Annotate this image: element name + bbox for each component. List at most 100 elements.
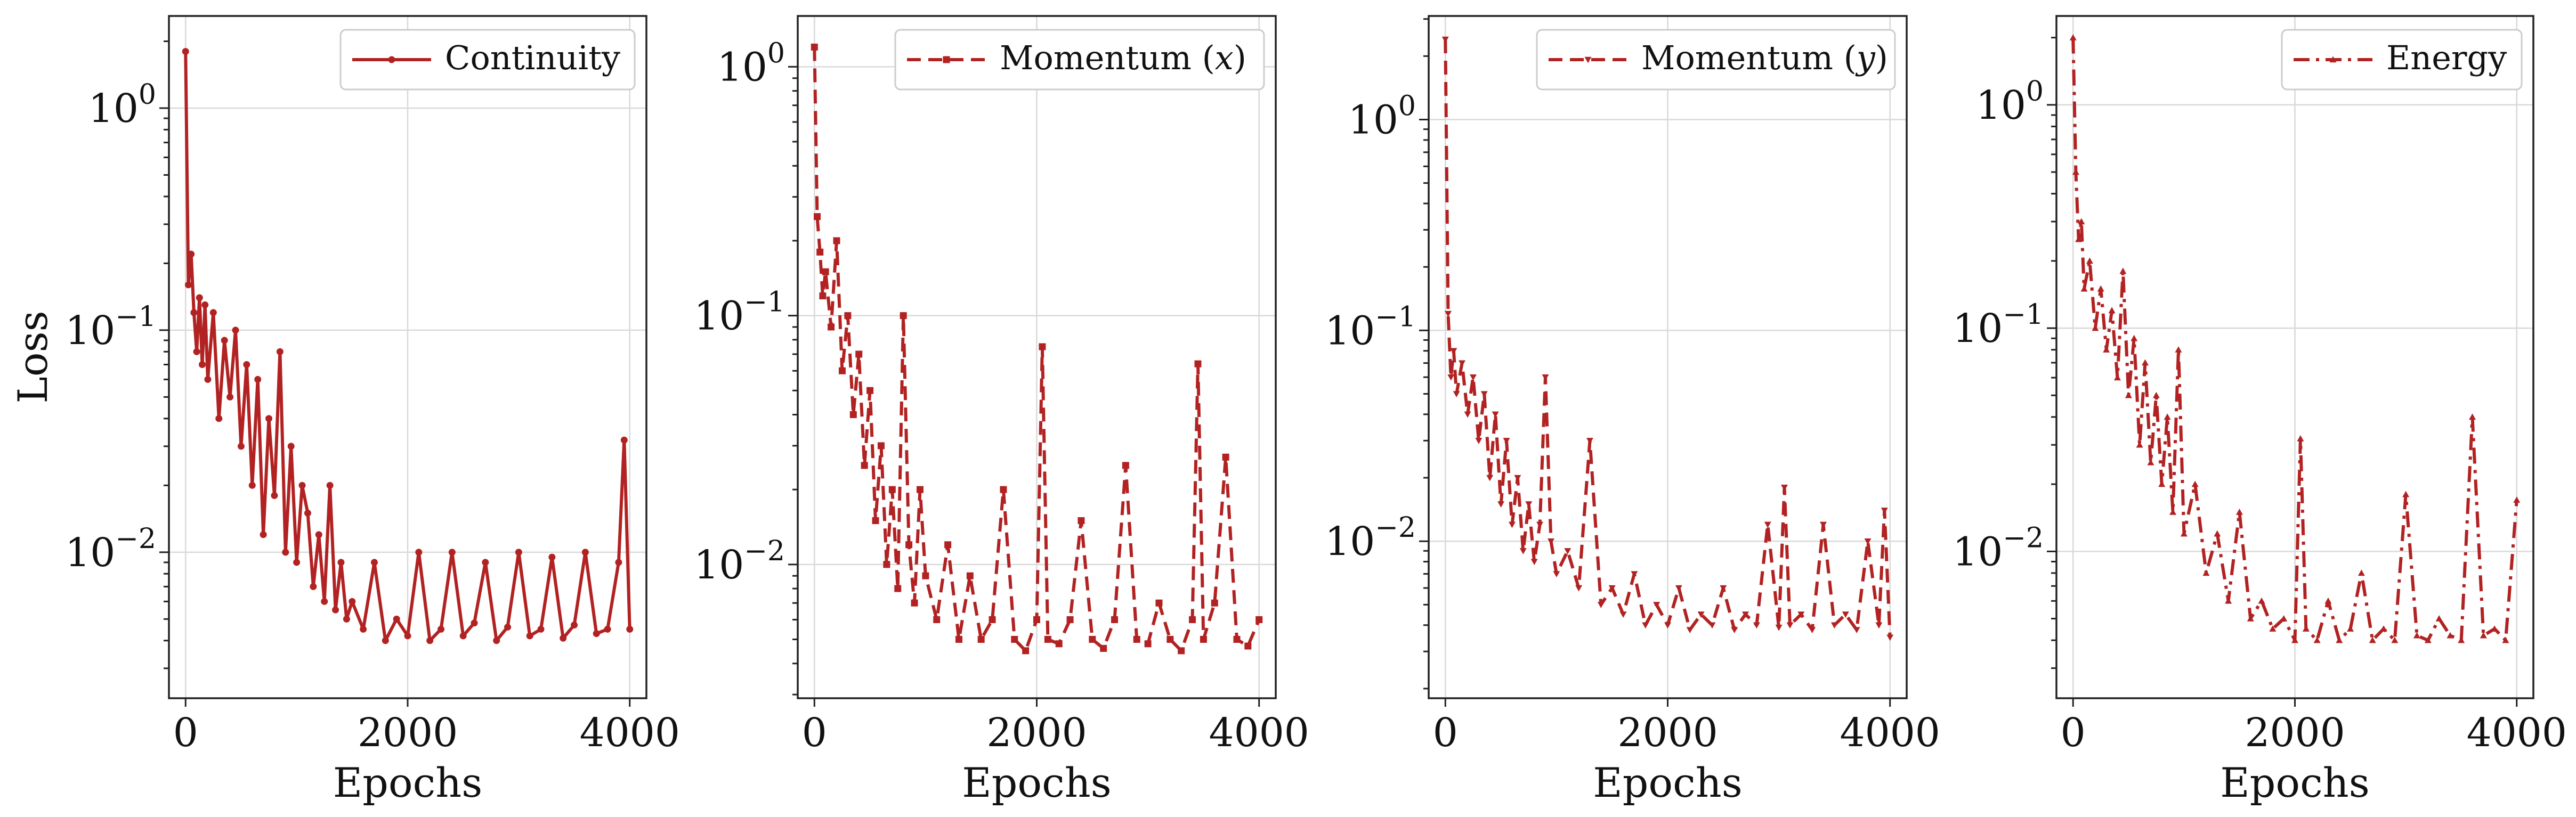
data-point-marker — [1886, 634, 1894, 641]
y-tick-label: 10−2 — [65, 523, 156, 576]
x-tick-label: 2000 — [986, 710, 1087, 756]
data-point-marker — [1642, 622, 1649, 629]
data-point-marker — [2136, 441, 2143, 448]
data-point-marker — [2269, 625, 2277, 632]
data-point-marker — [1775, 624, 1783, 631]
data-point-marker — [282, 549, 289, 556]
data-point-marker — [2329, 56, 2337, 63]
y-tick-label: 100 — [717, 37, 785, 90]
data-point-marker — [2202, 569, 2210, 576]
data-point-marker — [326, 481, 334, 489]
data-point-marker — [2369, 636, 2376, 643]
x-tick-label: 0 — [2061, 710, 2086, 756]
x-tick-label: 2000 — [2245, 710, 2345, 756]
data-point-marker — [1486, 475, 1494, 481]
y-tick-label: 100 — [1348, 91, 1416, 143]
data-point-marker — [1255, 616, 1263, 623]
data-point-marker — [1731, 627, 1738, 634]
data-point-marker — [1033, 616, 1040, 623]
data-point-marker — [1100, 644, 1107, 652]
data-point-marker — [471, 619, 478, 627]
data-point-marker — [426, 637, 434, 644]
data-point-marker — [196, 294, 203, 301]
data-point-marker — [894, 585, 902, 592]
data-point-marker — [2502, 636, 2509, 643]
data-point-marker — [393, 615, 400, 623]
data-point-marker — [237, 443, 245, 450]
data-point-marker — [1111, 616, 1119, 623]
data-point-marker — [388, 56, 395, 63]
data-point-marker — [816, 248, 824, 256]
data-point-marker — [2469, 413, 2476, 420]
data-point-marker — [2078, 218, 2085, 225]
y-tick-label: 10−1 — [1325, 301, 1416, 354]
legend-box — [339, 29, 636, 91]
data-point-marker — [2191, 480, 2199, 487]
data-point-marker — [2297, 435, 2304, 442]
data-point-marker — [349, 598, 356, 605]
data-point-marker — [1089, 635, 1096, 643]
data-point-marker — [1797, 611, 1805, 618]
legend-box — [894, 29, 1265, 91]
legend-label: Momentum (x) — [1000, 38, 1246, 77]
data-point-marker — [2175, 346, 2182, 353]
data-point-marker — [922, 572, 929, 579]
data-point-marker — [2391, 636, 2399, 643]
data-point-marker — [271, 492, 278, 499]
data-point-marker — [1480, 391, 1488, 398]
data-point-marker — [304, 509, 311, 517]
data-point-marker — [248, 481, 256, 489]
x-tick-label: 2000 — [1617, 710, 1718, 756]
data-point-marker — [459, 632, 467, 640]
data-point-marker — [1492, 411, 1499, 418]
data-point-marker — [2491, 625, 2498, 632]
data-point-marker — [2380, 625, 2387, 632]
data-point-marker — [1584, 56, 1592, 63]
data-point-marker — [1475, 438, 1483, 444]
data-point-marker — [2075, 235, 2083, 242]
data-point-marker — [293, 559, 301, 566]
data-point-marker — [877, 442, 885, 450]
data-point-marker — [2147, 459, 2154, 465]
x-axis-label: Epochs — [1593, 759, 1742, 806]
legend-label: Energy — [2386, 38, 2507, 77]
subplot-1: 0 2000 4000 10−2 10−1 100 Epochs Loss Continuity — [9, 15, 680, 806]
data-point-marker — [1809, 627, 1816, 634]
data-point-marker — [1000, 486, 1007, 493]
x-axis-label: Epochs — [962, 759, 1111, 806]
data-point-marker — [2235, 508, 2243, 515]
data-point-marker — [626, 625, 634, 633]
data-point-marker — [321, 598, 328, 605]
data-point-marker — [184, 281, 192, 289]
x-tick-label: 4000 — [580, 710, 680, 756]
data-point-marker — [2402, 491, 2410, 497]
data-point-marker — [482, 559, 489, 566]
subplot-4: 0 2000 4000 10−2 10−1 100 Epochs Energy — [1953, 15, 2567, 806]
data-point-marker — [2072, 168, 2079, 175]
data-point-marker — [204, 375, 212, 383]
data-point-marker — [1514, 475, 1521, 481]
data-point-marker — [1547, 538, 1554, 545]
data-point-marker — [1244, 642, 1252, 650]
data-point-marker — [1233, 635, 1241, 643]
data-point-marker — [448, 549, 456, 556]
data-point-marker — [1039, 343, 1046, 350]
data-point-marker — [343, 615, 350, 623]
data-point-marker — [844, 312, 852, 320]
data-point-marker — [404, 632, 411, 640]
data-point-marker — [849, 411, 857, 419]
data-point-marker — [560, 634, 567, 642]
y-tick-label: 10−2 — [1953, 522, 2044, 575]
data-point-marker — [828, 323, 835, 331]
data-point-marker — [1536, 521, 1544, 528]
data-point-marker — [360, 625, 367, 633]
data-point-marker — [1820, 521, 1827, 528]
data-point-marker — [1619, 611, 1627, 618]
y-tick-label: 100 — [88, 79, 156, 132]
data-point-marker — [1608, 585, 1616, 592]
y-tick-label: 10−1 — [65, 301, 156, 354]
data-point-marker — [822, 268, 829, 275]
x-tick-label: 4000 — [1209, 710, 1309, 756]
data-point-marker — [548, 553, 556, 561]
data-point-marker — [2103, 346, 2110, 353]
